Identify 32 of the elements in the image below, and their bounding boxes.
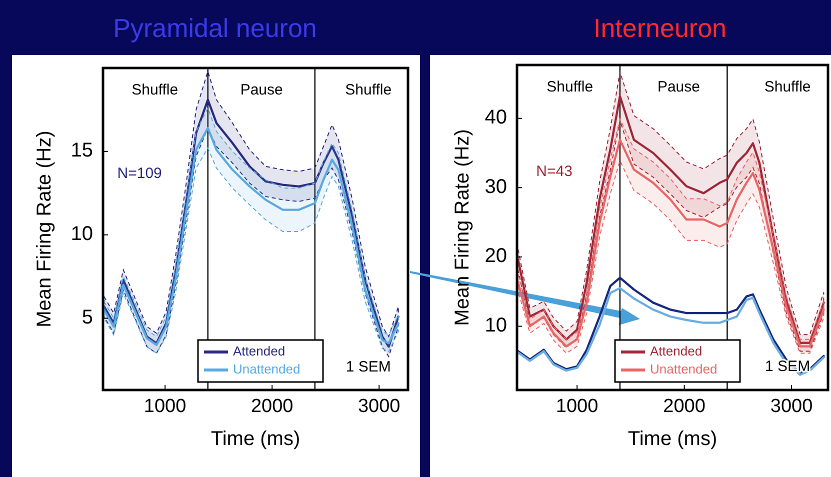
annotation: Shuffle: [345, 82, 392, 99]
x-axis-title: Time (ms): [628, 428, 718, 450]
chart-title: Interneuron: [594, 12, 726, 43]
x-tick-label: 2000: [663, 396, 706, 417]
y-tick-label: 20: [484, 245, 507, 268]
annotation: Pause: [657, 78, 700, 96]
y-tick-label: 10: [484, 314, 507, 337]
x-tick-label: 1000: [144, 396, 186, 417]
legend-label: Attended: [233, 343, 286, 358]
annotation: Shuffle: [764, 78, 811, 96]
x-tick-label: 2000: [250, 396, 294, 417]
y-tick-label: 10: [70, 223, 93, 246]
x-axis-title: Time (ms): [210, 428, 300, 450]
legend-label: Unattended: [233, 361, 300, 376]
annotation: N=109: [117, 165, 162, 182]
annotation: Shuffle: [546, 78, 594, 96]
legend-label: Attended: [650, 343, 702, 358]
annotation: N=43: [536, 163, 572, 180]
x-tick-label: 3000: [770, 396, 813, 417]
annotation: 1 SEM: [346, 358, 391, 376]
x-tick-label: 1000: [556, 396, 598, 417]
annotation: Pause: [240, 82, 283, 99]
chart-title: Pyramidal neuron: [113, 12, 317, 43]
y-tick-label: 30: [484, 176, 507, 198]
x-tick-label: 3000: [358, 396, 400, 417]
y-axis-title: Mean Firing Rate (Hz): [33, 130, 56, 328]
y-tick-label: 40: [484, 106, 507, 129]
legend-label: Unattended: [650, 361, 718, 376]
y-tick-label: 15: [70, 140, 93, 162]
y-axis-title: Mean Firing Rate (Hz): [451, 129, 474, 326]
annotation: Shuffle: [132, 82, 178, 99]
y-tick-label: 5: [82, 306, 93, 329]
